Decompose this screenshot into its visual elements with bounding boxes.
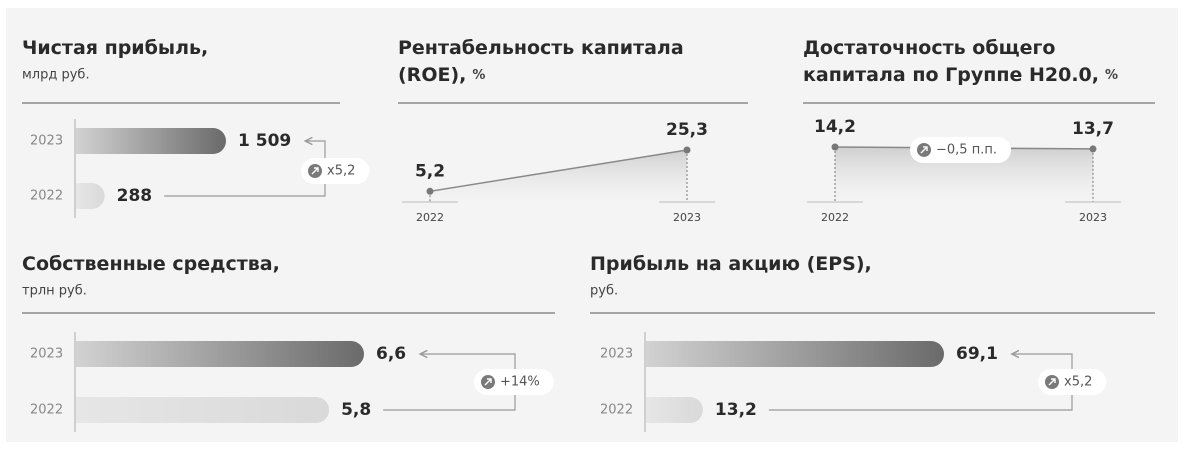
panel-subtitle: млрд руб.	[22, 68, 90, 83]
value-label: 5,2	[415, 161, 445, 181]
value-label: 69,1	[956, 344, 998, 364]
category-label: 2022	[600, 403, 633, 418]
title-line: Прибыль на акцию (EPS),	[590, 253, 872, 275]
title-line: капитала по Группе Н20.0,	[803, 64, 1099, 86]
panel-subtitle: трлн руб.	[22, 284, 87, 299]
value-label: 13,2	[715, 400, 757, 420]
value-label: 288	[117, 186, 153, 206]
annotation-pill	[301, 158, 370, 184]
title-line: Достаточность общего	[803, 37, 1055, 59]
bar	[76, 183, 105, 209]
area	[835, 147, 1093, 202]
title-line: Рентабельность капитала	[398, 37, 684, 59]
point	[831, 143, 839, 151]
line	[429, 149, 688, 193]
annotation-text: x5,2	[1064, 375, 1092, 390]
bar	[646, 341, 944, 367]
bar	[646, 397, 703, 423]
point	[426, 187, 434, 195]
x-tick-label: 2022	[821, 211, 849, 224]
annotation-text: −0,5 п.п.	[936, 142, 997, 157]
unit: %	[472, 68, 485, 83]
annotation: x5,2	[1038, 369, 1107, 395]
category-label: 2023	[30, 347, 63, 362]
value-label: 1 509	[238, 131, 291, 151]
unit: %	[1105, 68, 1118, 83]
panel-title: Рентабельность капитала	[398, 37, 684, 59]
panel-title: Прибыль на акцию (EPS),	[590, 253, 872, 275]
title-line: Чистая прибыль,	[22, 37, 208, 59]
point	[683, 146, 691, 154]
title-line: Собственные средства,	[22, 253, 280, 275]
background	[6, 8, 1178, 442]
category-label: 2023	[30, 134, 63, 149]
panel-title: Чистая прибыль,	[22, 37, 208, 59]
annotation-pill	[1038, 369, 1107, 395]
value-label: 13,7	[1072, 119, 1114, 139]
category-label: 2022	[30, 189, 63, 204]
value-label: 25,3	[666, 120, 708, 140]
panel-title: Собственные средства,	[22, 253, 280, 275]
annotation: x5,2	[301, 158, 370, 184]
annotation-text: x5,2	[327, 164, 355, 179]
annotation-arrow	[920, 146, 928, 154]
area	[430, 150, 687, 202]
annotation: +14%	[474, 369, 554, 395]
x-tick-label: 2022	[416, 211, 444, 224]
category-label: 2023	[600, 347, 633, 362]
x-tick-label: 2023	[1079, 211, 1107, 224]
annotation-arrow	[484, 378, 492, 386]
panel-title: капитала по Группе Н20.0,%	[803, 64, 1118, 86]
value-label: 6,6	[376, 344, 406, 364]
bar	[76, 128, 226, 154]
panel-subtitle: руб.	[590, 284, 618, 299]
annotation-arrow	[1048, 378, 1056, 386]
annotation: −0,5 п.п.	[910, 136, 1011, 163]
panel-title: (ROE),%	[398, 64, 485, 86]
point	[1089, 145, 1097, 153]
title-line: (ROE),	[398, 64, 466, 86]
value-label: 14,2	[814, 117, 856, 137]
value-label: 5,8	[341, 400, 371, 420]
annotation-text: +14%	[500, 375, 540, 390]
bar	[76, 341, 364, 367]
bar	[76, 397, 330, 423]
annotation-pill	[474, 369, 554, 395]
category-label: 2022	[30, 403, 63, 418]
annotation-pill	[910, 136, 1011, 163]
panel-title: Достаточность общего	[803, 37, 1055, 59]
x-tick-label: 2023	[673, 211, 701, 224]
annotation-arrow	[311, 167, 319, 175]
